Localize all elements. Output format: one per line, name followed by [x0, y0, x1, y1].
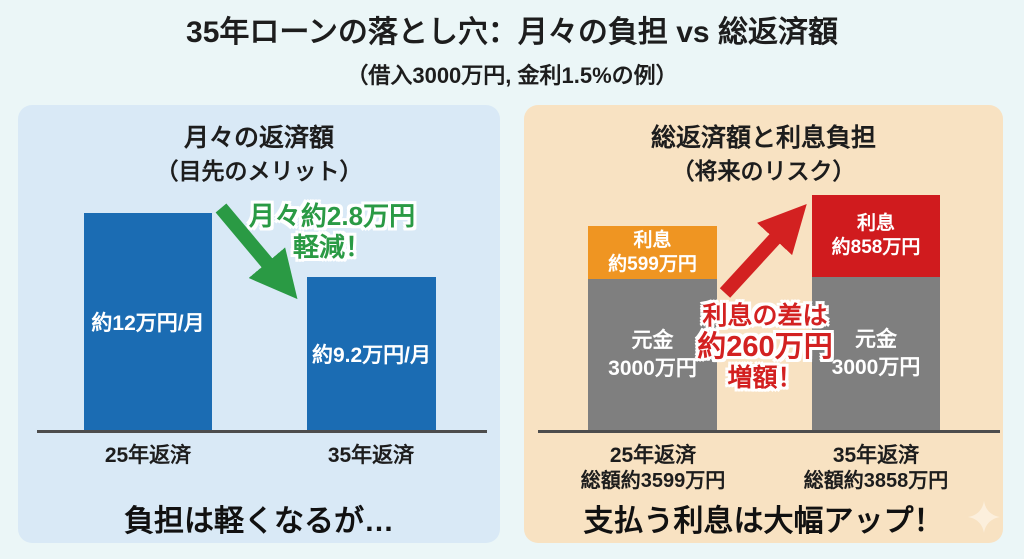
right-x-axis-line: [538, 430, 1000, 433]
total-label-25yr: 総額約3599万円: [580, 470, 726, 492]
bar-35yr-monthly-value: 約9.2万円/月: [311, 344, 432, 367]
monthly-saving-line2: 軽減！: [292, 231, 371, 262]
total-label-35yr: 総額約3858万円: [803, 470, 949, 492]
page-subtitle: （借入3000万円, 金利1.5%の例）: [346, 63, 678, 88]
left-panel-title: 月々の返済額: [183, 124, 334, 152]
total-repayment-panel: 総返済額と利息負担 （将来のリスク） 利息 約599万円 元金 3000万円 利…: [524, 105, 1003, 543]
right-panel-title: 総返済額と利息負担: [650, 124, 876, 152]
page-title: 35年ローンの落とし穴：月々の負担 vs 総返済額: [186, 16, 838, 49]
interest-increase-line2: 約260万円: [697, 330, 833, 363]
interest-increase-line3: 増額！: [727, 364, 803, 393]
principal-segment-35yr: 元金 3000万円: [812, 277, 940, 431]
red-increase-arrow-icon: [719, 203, 807, 298]
monthly-payment-panel: 月々の返済額 （目先のメリット） 約12万円/月 約9.2万円/月 月々約2.8…: [18, 105, 500, 543]
sparkle-icon: [968, 501, 1000, 533]
stacked-bar-25yr: 利息 約599万円 元金 3000万円: [588, 226, 717, 431]
interest-segment-35yr: 利息 約858万円: [812, 195, 940, 277]
interest-25yr-name: 利息: [633, 229, 672, 251]
left-panel-subtitle: （目先のメリット）: [155, 158, 363, 184]
monthly-saving-annotation: 月々約2.8万円 軽減！: [249, 201, 415, 262]
principal-35yr-value: 3000万円: [831, 356, 921, 379]
right-axis-label-35yr: 35年返済: [832, 444, 920, 467]
right-panel-subtitle: （将来のリスク）: [671, 158, 856, 184]
bar-25yr-monthly-value: 約12万円/月: [91, 312, 205, 335]
left-panel-footer: 負担は軽くなるが…: [124, 505, 394, 538]
principal-25yr-value: 3000万円: [608, 357, 697, 380]
interest-35yr-value: 約858万円: [831, 237, 921, 258]
interest-increase-annotation: 利息の差は 約260万円 増額！: [697, 302, 832, 393]
monthly-saving-line1: 月々約2.8万円: [248, 201, 416, 231]
interest-segment-25yr: 利息 約599万円: [588, 226, 717, 279]
interest-increase-line1: 利息の差は: [702, 302, 828, 330]
left-axis-label-25yr: 25年返済: [104, 444, 192, 467]
bar-25yr-monthly: 約12万円/月: [84, 213, 212, 431]
interest-35yr-name: 利息: [856, 213, 895, 235]
left-axis-label-35yr: 35年返済: [327, 444, 415, 467]
principal-25yr-name: 元金: [631, 328, 674, 352]
stacked-bar-35yr: 利息 約858万円 元金 3000万円: [812, 195, 940, 431]
right-panel-footer: 支払う利息は大幅アップ！: [583, 505, 944, 538]
right-axis-label-25yr: 25年返済: [609, 444, 697, 467]
principal-segment-25yr: 元金 3000万円: [588, 279, 717, 431]
interest-25yr-value: 約599万円: [608, 253, 697, 275]
principal-35yr-name: 元金: [855, 327, 897, 351]
bar-35yr-monthly: 約9.2万円/月: [307, 277, 436, 431]
left-x-axis-line: [37, 430, 487, 433]
